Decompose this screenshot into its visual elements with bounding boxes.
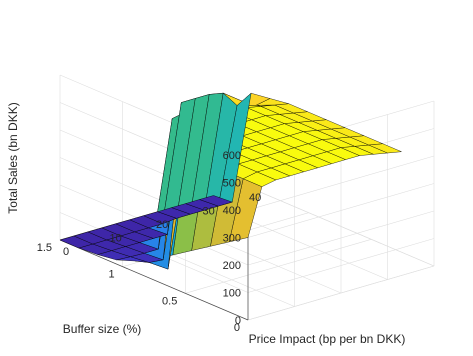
z-tick-label: 200 <box>223 260 241 272</box>
x-axis-label: Price Impact (bp per bn DKK) <box>249 332 406 346</box>
surface-patch <box>199 195 233 207</box>
z-tick-label: 100 <box>223 288 241 300</box>
z-tick-label: 0 <box>235 315 241 327</box>
grid-line <box>247 265 435 321</box>
z-tick-label: 500 <box>223 178 241 190</box>
z-tick-label: 300 <box>223 233 241 245</box>
grid-line <box>185 239 372 294</box>
z-axis-label: Total Sales (bn DKK) <box>6 102 20 213</box>
grid-line <box>247 238 435 293</box>
y-axis-line <box>59 239 249 321</box>
surface-mesh <box>59 92 402 270</box>
grid-line <box>247 183 435 238</box>
z-tick-label: 600 <box>223 150 241 162</box>
x-tick-label: 10 <box>110 233 122 245</box>
z-tick-label: 400 <box>223 205 241 217</box>
y-axis-label: Buffer size (%) <box>63 322 141 336</box>
floor-edge <box>245 185 435 267</box>
grid-line <box>247 155 435 211</box>
x-tick-label: 0 <box>63 246 69 258</box>
x-tick-label: 30 <box>203 206 215 218</box>
y-tick-label: 0.5 <box>162 295 177 307</box>
y-tick-label: 1 <box>109 269 115 281</box>
x-tick-label: 40 <box>249 192 261 204</box>
y-tick-label: 0 <box>234 322 240 334</box>
y-tick-label: 1.5 <box>37 242 52 254</box>
tick-labels: 0 100 200 300 400 500 600 0 0.5 1 1.5 0 10 20 30 40 <box>37 150 262 334</box>
grid-line <box>247 210 435 266</box>
x-tick-label: 20 <box>156 219 168 231</box>
